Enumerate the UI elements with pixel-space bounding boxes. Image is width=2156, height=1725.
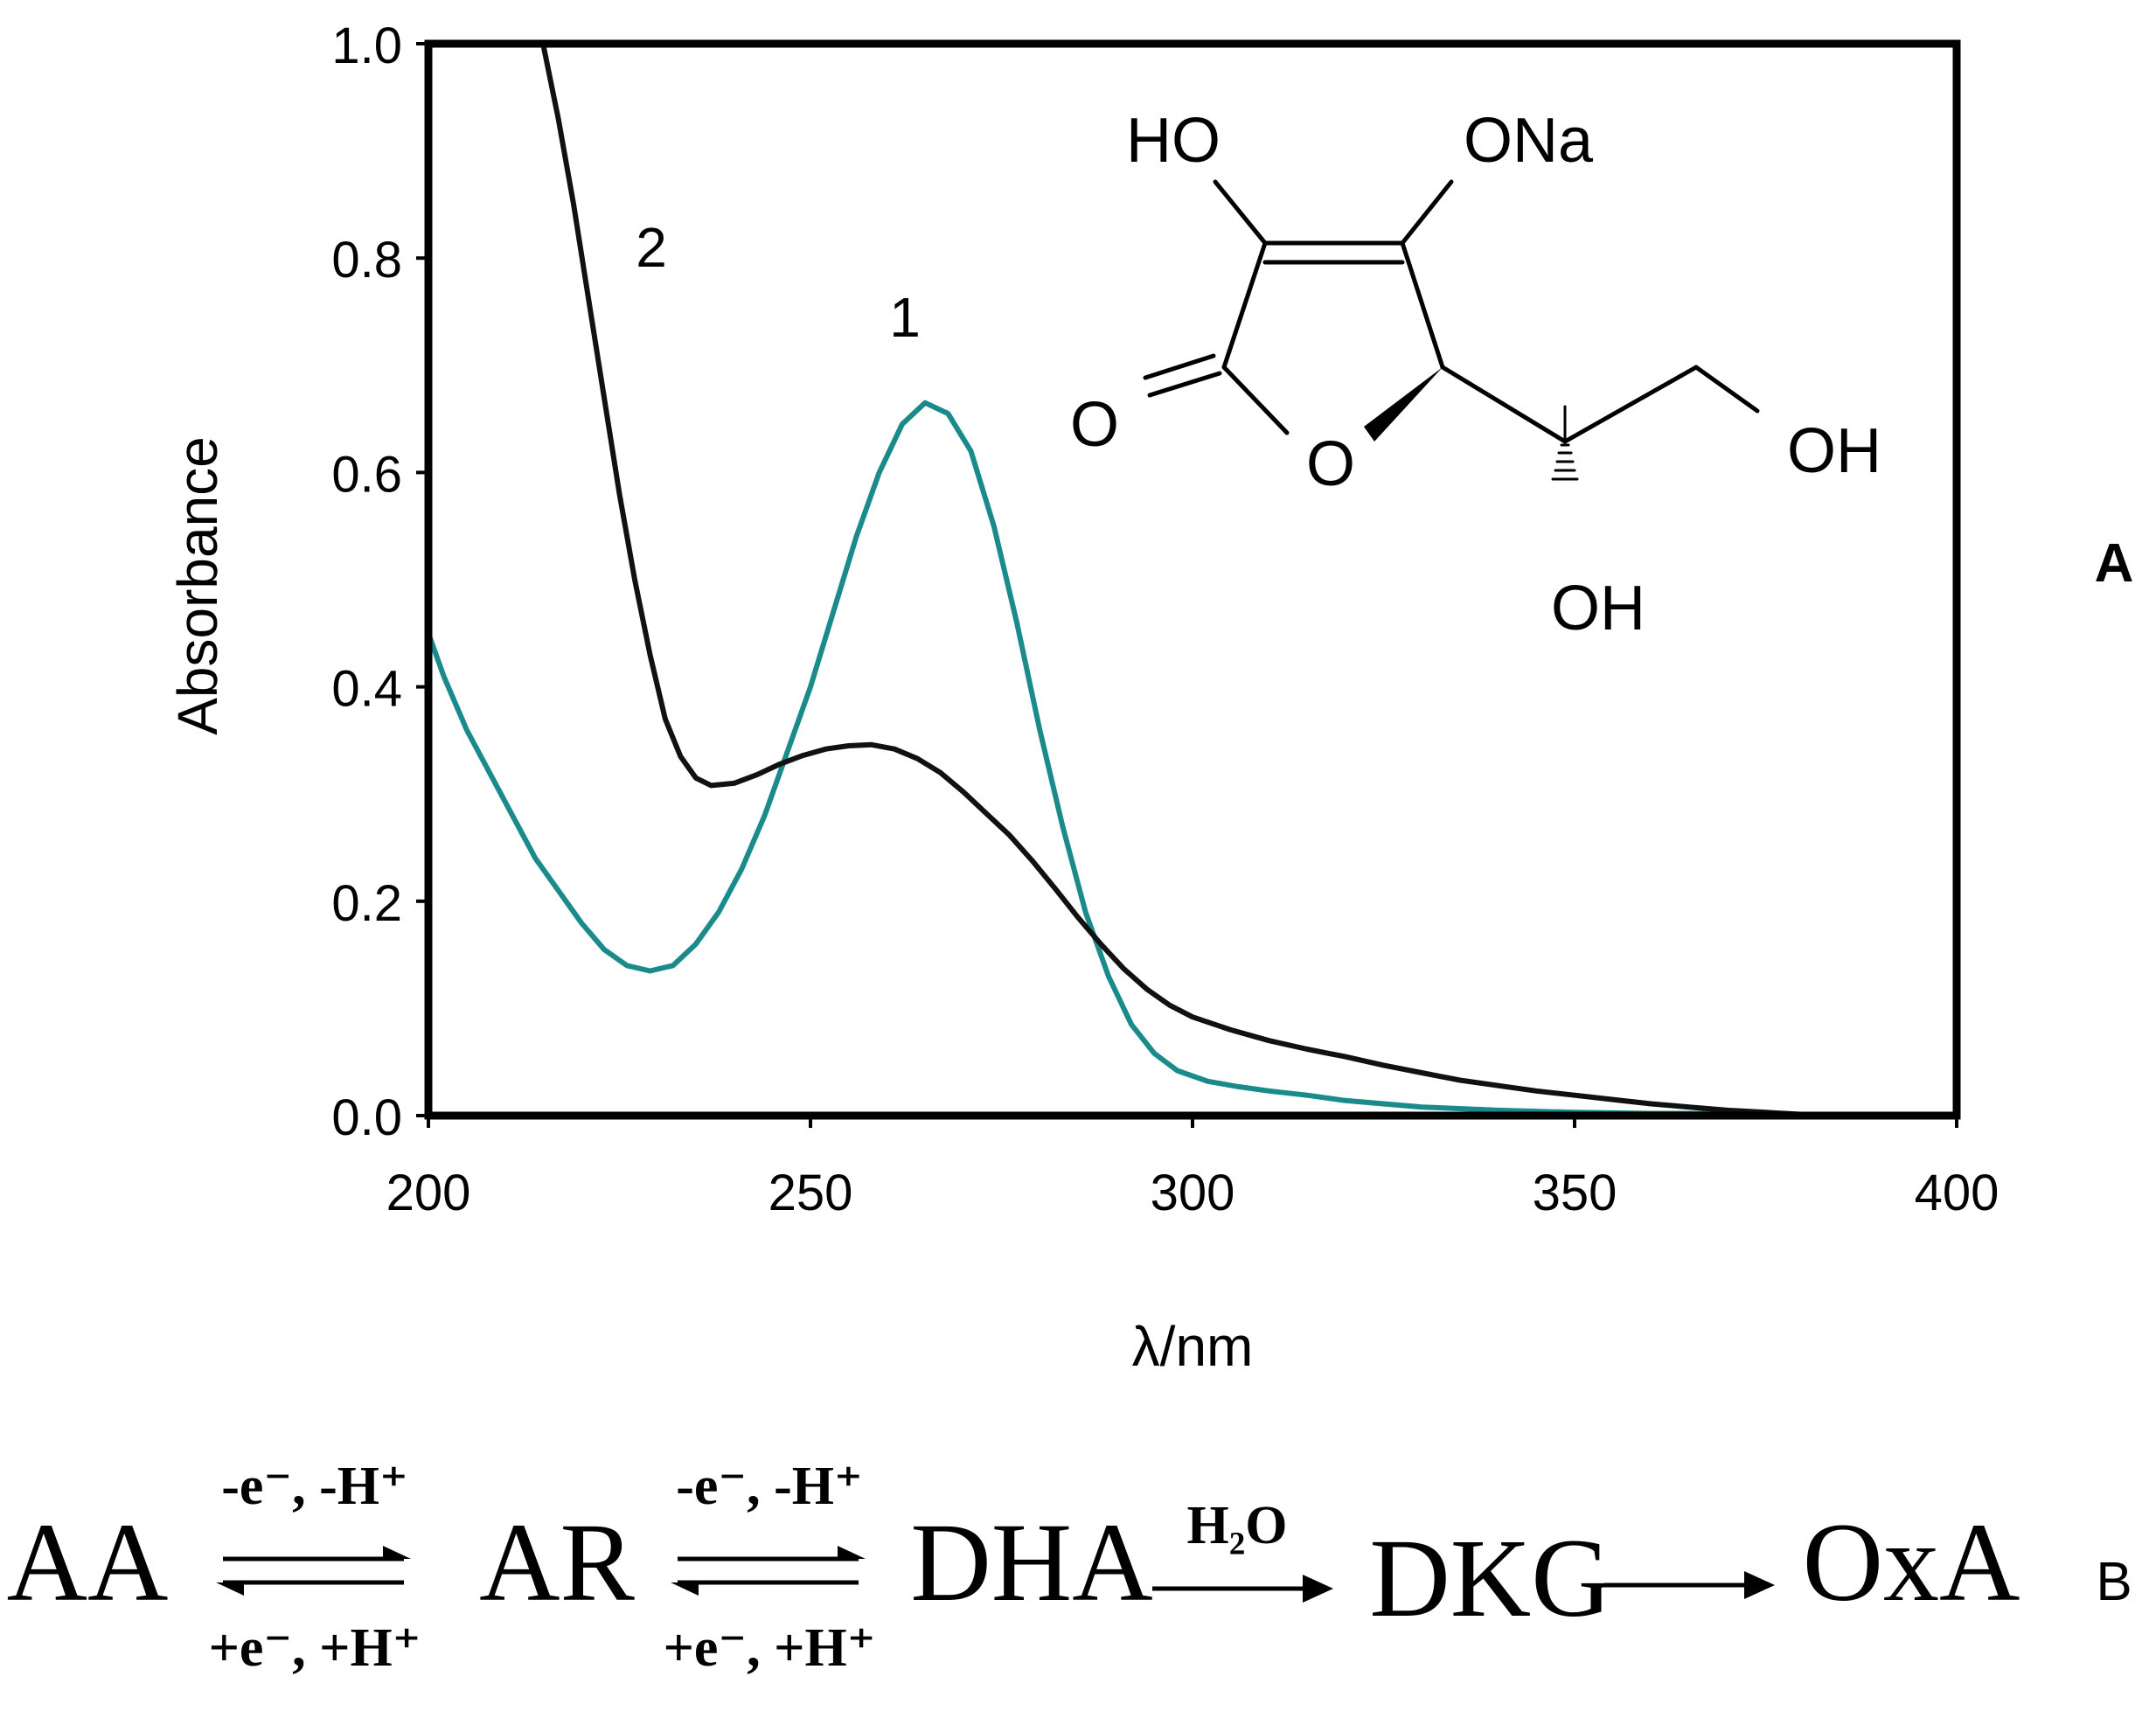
- step1-forward-label: -e⁻, -H⁺: [221, 1457, 408, 1516]
- species-aa: AA: [7, 1500, 169, 1624]
- series-1-line: [426, 400, 1896, 1118]
- label-carbonyl-o: O: [1070, 390, 1119, 460]
- y-tick-label: 0.8: [331, 232, 402, 289]
- series-layer: [426, 43, 1896, 1118]
- y-axis-ticks: 0.0 0.2 0.4 0.6 0.8 1.0: [331, 17, 428, 1146]
- y-tick-label: 0.2: [331, 875, 402, 932]
- y-tick-label: 0.6: [331, 446, 402, 503]
- species-oxa: OxA: [1803, 1500, 2020, 1624]
- oxidation-arrow: [1604, 1571, 1775, 1599]
- label-oh-right: OH: [1787, 416, 1881, 486]
- y-tick-label: 0.4: [331, 661, 402, 718]
- structure-labels: HO ONa O O OH OH: [1070, 106, 1881, 643]
- x-tick-label: 250: [769, 1165, 853, 1221]
- hydrolysis-arrow: [1152, 1575, 1333, 1603]
- step3-label: H₂O: [1186, 1496, 1287, 1555]
- label-ona: ONa: [1464, 106, 1594, 176]
- label-oh-bottom: OH: [1551, 574, 1645, 643]
- step2-reverse-label: +e⁻, +H⁺: [664, 1618, 876, 1678]
- equilibrium-arrow-2: [671, 1546, 866, 1596]
- species-dkg: DKG: [1369, 1516, 1611, 1640]
- series-2-line: [540, 43, 1866, 1118]
- panel-b-label: B: [2096, 1552, 2132, 1612]
- x-axis-label: λ/nm: [1132, 1315, 1254, 1378]
- x-tick-label: 350: [1533, 1165, 1617, 1221]
- sodium-ascorbate-structure: [1143, 179, 1760, 481]
- wedge-bond: [1364, 367, 1443, 442]
- species-dha: DHA: [910, 1500, 1152, 1624]
- equilibrium-arrow-1: [216, 1546, 411, 1596]
- reaction-scheme: AA AR DHA DKG OxA -e⁻, -H⁺ +e⁻, +H⁺ -e⁻,…: [7, 1457, 2020, 1678]
- y-tick-label: 0.0: [331, 1089, 402, 1146]
- series-2-annotation: 2: [636, 216, 667, 279]
- label-ring-o: O: [1306, 429, 1355, 499]
- absorbance-chart: 0.0 0.2 0.4 0.6 0.8 1.0 200 250 300 350 400 Absor…: [166, 17, 1999, 1378]
- step2-forward-label: -e⁻, -H⁺: [676, 1457, 863, 1516]
- x-tick-label: 200: [386, 1165, 471, 1221]
- x-tick-label: 400: [1915, 1165, 2000, 1221]
- series-1-annotation: 1: [889, 286, 921, 349]
- y-tick-label: 1.0: [331, 17, 402, 74]
- x-tick-label: 300: [1151, 1165, 1235, 1221]
- species-ar: AR: [479, 1500, 635, 1624]
- label-ho: HO: [1126, 106, 1221, 176]
- panel-a-label: A: [2095, 533, 2134, 594]
- step1-reverse-label: +e⁻, +H⁺: [209, 1618, 421, 1678]
- plot-frame: [424, 39, 1961, 1120]
- x-axis-ticks: 200 250 300 350 400: [386, 1116, 2000, 1221]
- y-axis-label: Absorbance: [166, 436, 229, 735]
